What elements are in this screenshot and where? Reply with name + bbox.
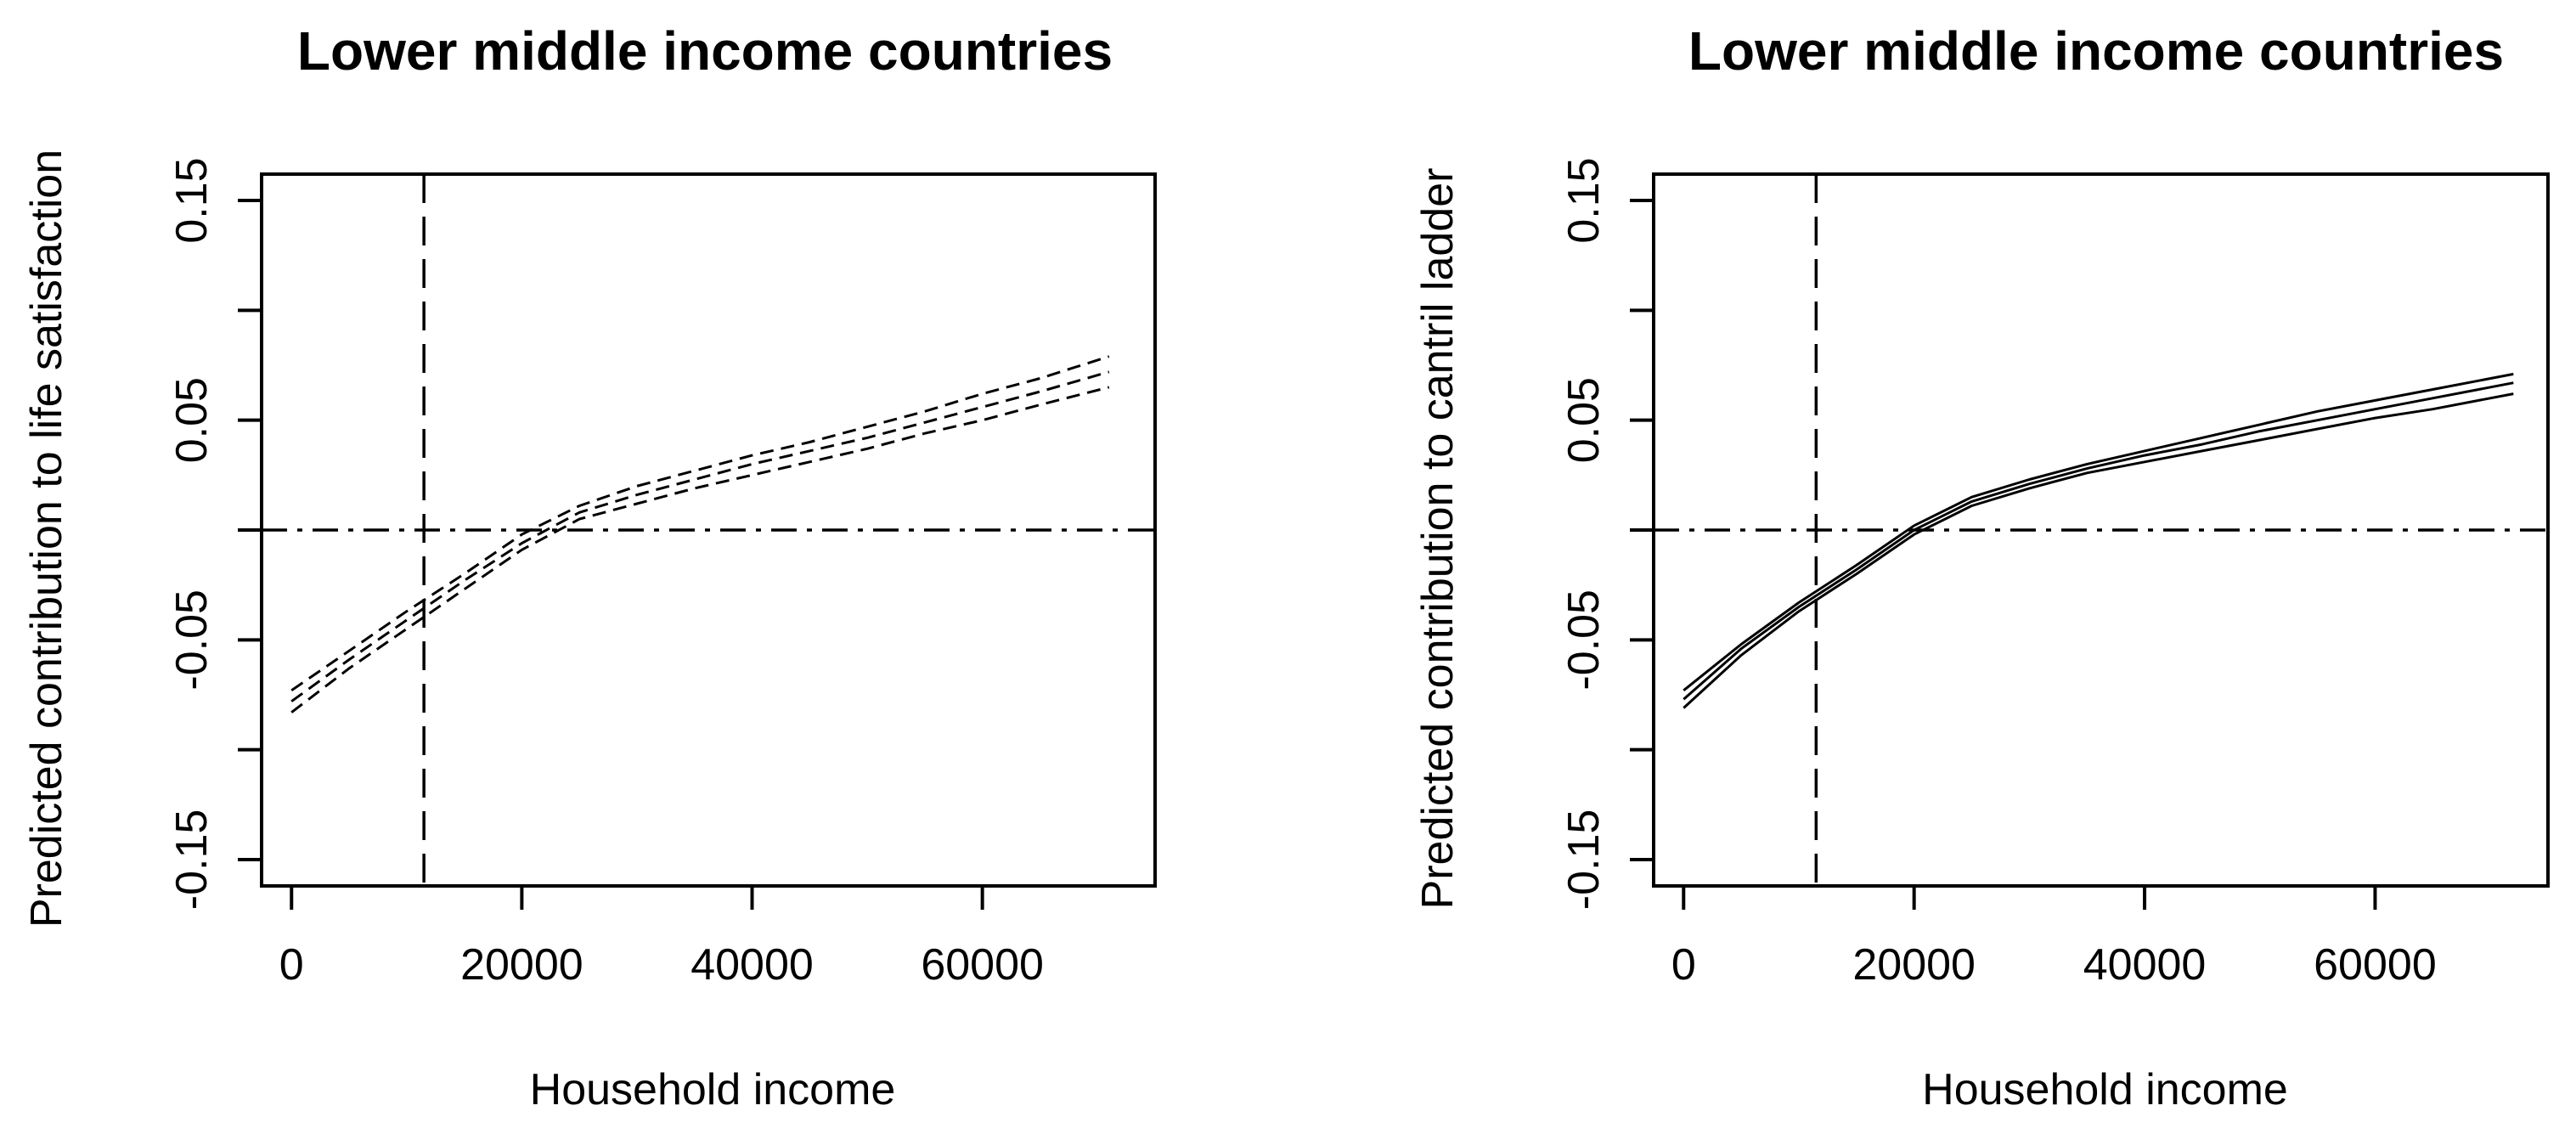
y-axis-label: Predicted contribution to cantril ladder	[1413, 168, 1463, 910]
y-tick-label: -0.15	[167, 809, 217, 911]
x-tick-label: 0	[1671, 940, 1696, 990]
series-line-2	[1683, 381, 2514, 701]
x-tick-label: 20000	[460, 940, 583, 990]
y-tick-label: -0.05	[167, 589, 217, 691]
y-axis-label: Predicted contribution to life satisfact…	[22, 149, 71, 928]
x-tick-label: 60000	[2314, 940, 2437, 990]
series-line-3	[290, 386, 1110, 714]
x-tick-label: 60000	[921, 940, 1044, 990]
x-tick-label: 40000	[691, 940, 814, 990]
x-tick-label: 20000	[1852, 940, 1976, 990]
x-axis-label: Household income	[530, 1065, 896, 1114]
y-tick-label: -0.15	[1559, 809, 1609, 911]
x-tick-label: 40000	[2083, 940, 2207, 990]
y-tick-label: 0.05	[1559, 377, 1609, 463]
y-tick-label: 0.15	[1559, 157, 1609, 243]
chart-panel-2: Lower middle income countries 0 20000 40000…	[1413, 20, 2550, 1114]
x-tick-label: 0	[279, 940, 304, 990]
y-tick-label: 0.15	[167, 157, 217, 243]
series-line-2	[290, 370, 1110, 702]
x-axis-label: Household income	[1922, 1065, 2288, 1114]
chart-title: Lower middle income countries	[1688, 20, 2504, 82]
y-tick-label: 0.05	[167, 377, 217, 463]
y-tick-label: -0.05	[1559, 589, 1609, 691]
chart-title: Lower middle income countries	[297, 20, 1113, 82]
series-line-3	[1683, 392, 2514, 709]
chart-panel-1: Lower middle income countries 0 20000 40000…	[22, 20, 1157, 1114]
series-line-1	[1683, 372, 2514, 691]
